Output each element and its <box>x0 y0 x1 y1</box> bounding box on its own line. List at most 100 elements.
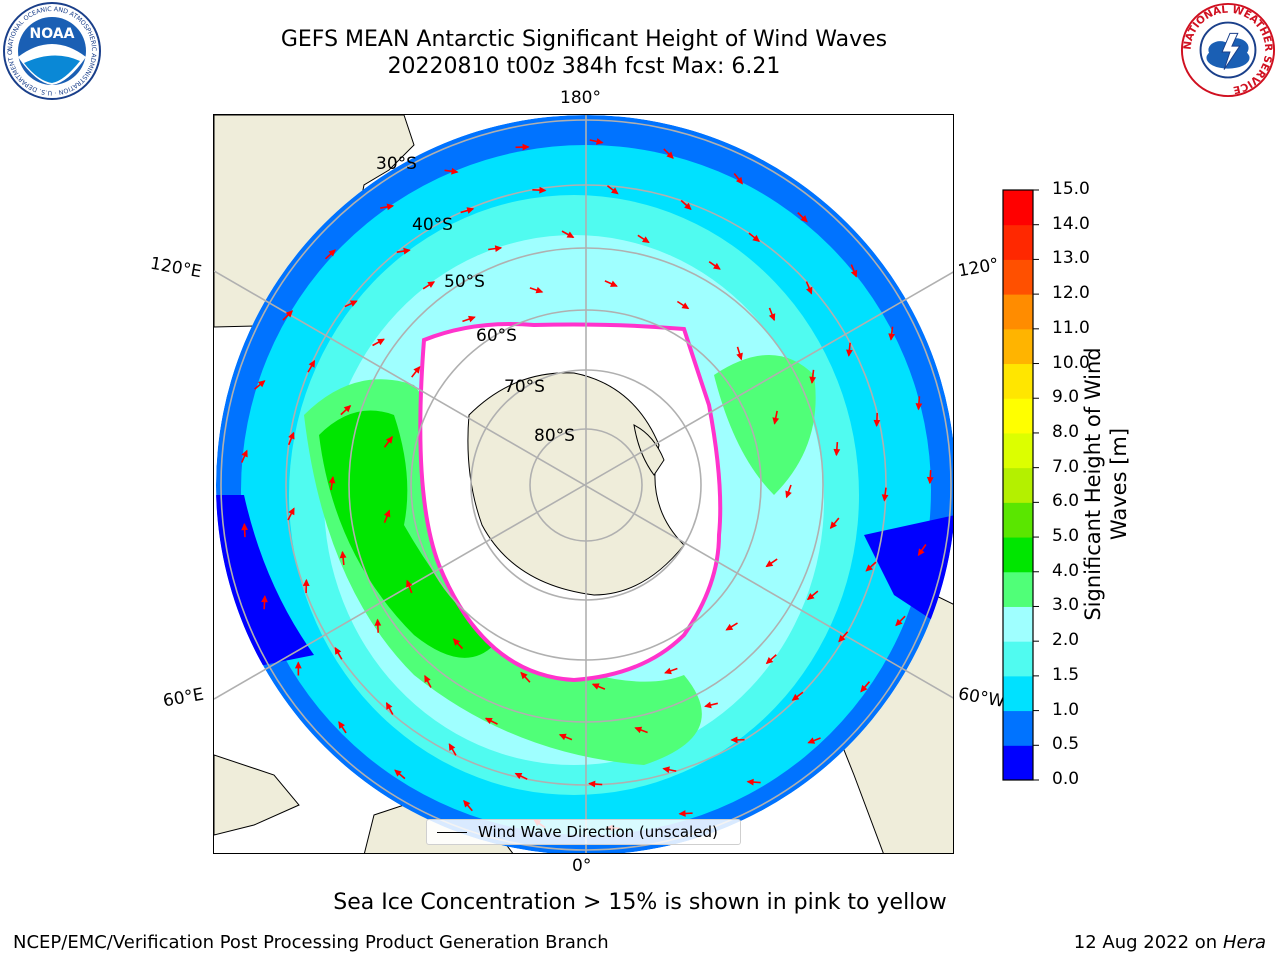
wind-arrow-head <box>634 726 643 734</box>
wind-arrow-head <box>666 151 674 159</box>
wind-arrow-head <box>888 333 896 341</box>
wind-arrow-head <box>406 579 413 588</box>
colorbar-segment <box>1003 641 1033 677</box>
wind-arrow-head <box>334 646 342 655</box>
wind-arrow-head <box>451 167 459 175</box>
colorbar-tick-label: 9.0 <box>1052 387 1080 408</box>
lat-label-70s: 70°S <box>504 377 545 397</box>
lat-label-40s: 40°S <box>412 215 453 235</box>
wind-arrow-head <box>468 315 476 323</box>
map-panel: 30°S 40°S 50°S 60°S 70°S 80°S <box>213 114 954 854</box>
wind-arrow-head <box>339 550 347 559</box>
colorbar-segment <box>1003 328 1033 365</box>
wind-arrow-head <box>881 494 889 502</box>
wind-arrow-head <box>926 476 934 485</box>
wind-arrow-head <box>427 281 436 288</box>
graticule <box>214 115 953 853</box>
legend-label: Wind Wave Direction (unscaled) <box>478 823 718 841</box>
colorbar-tick-label: 8.0 <box>1052 421 1080 442</box>
colorbar-tick-label: 12.0 <box>1052 283 1090 304</box>
wind-arrow-head <box>873 419 881 428</box>
colorbar-tick-label: 7.0 <box>1052 456 1080 477</box>
colorbar-segment <box>1003 710 1033 746</box>
wind-arrow-head <box>860 684 868 693</box>
wind-arrow-head <box>800 215 808 223</box>
wind-arrow-head <box>735 176 744 185</box>
lon-label-0: 0° <box>572 856 592 876</box>
wind-arrow-head <box>736 352 743 361</box>
wind-arrow-head <box>611 187 619 195</box>
wind-arrow-head <box>806 592 815 601</box>
lat-label-50s: 50°S <box>444 272 485 292</box>
footer-host: Hera <box>1222 932 1266 953</box>
colorbar-segment <box>1003 294 1033 330</box>
wind-arrow-head <box>403 247 411 255</box>
footer-credit: NCEP/EMC/Verification Post Processing Pr… <box>13 932 609 953</box>
wind-arrow-head <box>386 702 393 710</box>
wind-arrow-head <box>917 548 925 557</box>
latitude-labels: 30°S 40°S 50°S 60°S 70°S 80°S <box>376 154 575 446</box>
wind-arrow-head <box>448 743 456 751</box>
colorbar-tick-label: 10.0 <box>1052 352 1090 373</box>
wind-arrow-head <box>328 249 336 257</box>
wind-arrow-head <box>713 262 721 270</box>
colorbar-tick-label: 4.0 <box>1052 560 1080 581</box>
footer-date-text: 12 Aug 2022 on <box>1073 932 1218 953</box>
wind-arrow-head <box>261 595 268 603</box>
wind-arrow-head <box>641 236 650 244</box>
wind-arrow-head <box>494 245 503 252</box>
wind-arrow-head <box>463 799 471 808</box>
wind-arrow-head <box>452 638 461 646</box>
wind-arrow-head <box>588 780 596 788</box>
wind-arrow-head <box>520 671 528 680</box>
wind-arrow-head <box>895 618 903 627</box>
wind-arrow-head <box>328 475 336 484</box>
wind-arrow-head <box>241 522 249 531</box>
wind-arrow-head <box>752 234 760 242</box>
wind-arrow-head <box>558 733 567 741</box>
colorbar-segment <box>1003 467 1033 503</box>
colorbar-segment <box>1003 571 1033 607</box>
wind-arrow-head <box>915 403 923 411</box>
wind-arrow-head <box>288 431 295 440</box>
wind-arrow-head <box>725 623 734 631</box>
wind-arrow-head <box>791 693 800 701</box>
wind-arrow-head <box>833 448 841 457</box>
wind-arrow-head <box>383 509 391 518</box>
wind-arrow-head <box>241 449 248 458</box>
colorbar-segment <box>1003 398 1033 434</box>
wind-arrow-head <box>308 359 316 368</box>
wind-arrow-head <box>566 231 575 238</box>
colorbar-frame <box>1002 189 1034 781</box>
noaa-logo: NOAA NATIONAL OCEANIC AND ATMOSPHERIC AD… <box>2 1 101 100</box>
colorbar-tick-label: 0.5 <box>1052 734 1080 755</box>
wind-arrow-head <box>514 772 523 780</box>
colorbar-segment <box>1003 363 1033 399</box>
wind-arrow-head <box>807 737 816 744</box>
wind-arrow-head <box>730 736 738 744</box>
wind-arrow-head <box>466 207 475 214</box>
lon-label-60w: 60°W <box>956 684 1007 712</box>
wind-arrow-head <box>610 280 618 287</box>
colorbar-segment <box>1003 675 1033 712</box>
colorbar-tick-label: 5.0 <box>1052 526 1080 547</box>
wind-arrow-head <box>838 634 846 643</box>
wind-arrow-head <box>294 661 302 669</box>
wind-arrow-head <box>768 313 776 322</box>
chart-subtitle: 20220810 t00z 384h fcst Max: 6.21 <box>387 54 781 79</box>
noaa-text: NOAA <box>30 26 75 42</box>
wind-arrow-head <box>377 338 385 346</box>
colorbar-tick-label: 3.0 <box>1052 595 1080 616</box>
footer-date: 12 Aug 2022 on Hera <box>1074 932 1266 953</box>
wind-arrow-head <box>386 203 395 211</box>
colorbar-tick-label: 1.5 <box>1052 664 1080 685</box>
wind-arrow-head <box>535 286 544 294</box>
wind-arrow-head <box>288 507 295 516</box>
colorbar-tick-label: 2.0 <box>1052 630 1080 651</box>
wind-arrow-head <box>662 766 670 774</box>
wind-arrow-head <box>806 286 813 295</box>
lon-label-60e: 60°E <box>161 684 206 712</box>
colorbar-segment <box>1003 259 1033 295</box>
colorbar-tick-label: 0.0 <box>1052 769 1080 789</box>
colorbar-label: Significant Height of Wind Waves [m] <box>1081 347 1131 621</box>
